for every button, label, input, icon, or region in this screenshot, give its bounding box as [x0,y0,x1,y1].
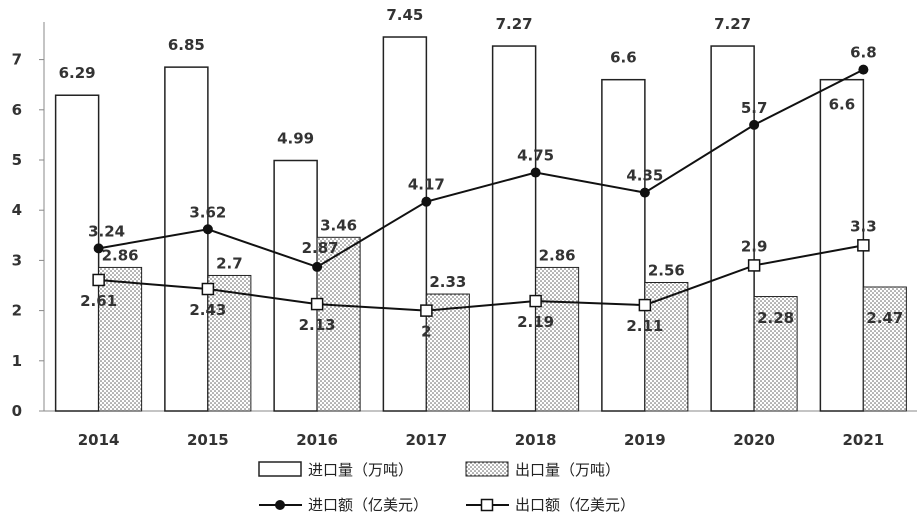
bar-export-volume [753,296,798,412]
y-tick-label: 5 [12,151,22,169]
y-tick-label: 0 [12,402,22,420]
bar-import-volume [819,78,865,412]
axes: 0 1 2 3 4 5 6 7 2014 2015 2016 2017 2018 2019 2020 2021 [12,22,917,449]
x-tick-label: 2018 [515,431,557,449]
data-label-export-volume: 2.47 [866,309,903,327]
data-label-export-value: 2.43 [189,301,226,319]
x-tick-label: 2016 [296,431,338,449]
legend-swatch-import-value-marker [275,500,285,510]
x-tick-label: 2019 [624,431,666,449]
data-label-import-volume: 6.85 [168,36,205,54]
legend-label-import-volume: 进口量（万吨） [308,461,413,479]
legend-swatch-export-volume [465,461,509,477]
point-import-value [93,243,104,254]
point-export-value [747,259,761,272]
data-label-import-volume: 6.6 [829,96,856,114]
legend: 进口量（万吨） 出口量（万吨） 进口额（亿美元） 出口额（亿美元） [258,461,635,514]
data-label-import-volume: 6.29 [59,64,96,82]
data-label-import-value: 6.8 [850,44,877,62]
legend-swatch-export-value-marker [480,498,494,512]
data-label-export-value: 2.61 [80,292,117,310]
x-tick-label: 2017 [406,431,448,449]
bar-export-volume [316,236,361,412]
bar-import-volume [491,45,537,412]
x-tick-label: 2021 [843,431,885,449]
bar-export-volume [98,266,143,412]
data-label-import-value: 2.87 [302,239,339,257]
x-tick-label: 2020 [733,431,775,449]
bar-import-volume [710,45,755,412]
legend-label-import-value: 进口额（亿美元） [308,496,428,514]
y-tick-label: 3 [12,251,22,269]
y-tick-label: 1 [12,352,22,370]
point-import-value [530,167,541,178]
point-import-value [312,261,323,272]
data-label-export-volume: 2.86 [102,246,139,264]
data-label-import-volume: 7.27 [714,15,751,33]
data-label-import-value: 4.17 [408,176,445,194]
point-export-value [420,304,433,317]
bar-import-volume [164,66,209,412]
y-tick-label: 7 [12,51,22,69]
data-label-export-value: 2.19 [517,313,554,331]
lines [92,64,870,317]
line-export-value [98,244,864,312]
bar-export-volume [862,286,907,412]
data-label-import-value: 3.62 [189,203,226,221]
data-label-export-volume: 2.86 [539,246,576,264]
data-label-export-volume: 2.7 [216,254,243,272]
point-import-value [749,119,760,130]
data-label-import-value: 4.75 [517,147,554,165]
y-tick-label: 6 [12,101,22,119]
point-export-value [201,282,215,296]
legend-swatch-import-volume [258,461,302,477]
bar-export-volume [535,266,580,412]
legend-label-export-volume: 出口量（万吨） [515,461,620,479]
x-tick-label: 2014 [78,431,120,449]
data-label-import-value: 4.35 [626,167,663,185]
data-labels: 6.29 6.85 4.99 7.45 7.27 6.6 7.27 6.6 2.86 2.7 3.4… [59,6,904,341]
data-label-import-value: 5.7 [741,99,768,117]
bar-export-volume [425,293,470,412]
bars [54,36,907,412]
data-label-export-volume: 2.28 [757,309,794,327]
bar-import-volume [601,78,646,412]
data-label-export-value: 2 [421,323,431,341]
x-tick-label: 2015 [187,431,229,449]
line-import-value [98,68,864,269]
bar-import-volume [54,94,100,412]
point-export-value [857,239,870,252]
data-label-import-volume: 6.6 [610,49,637,67]
data-label-import-volume: 7.45 [386,6,423,24]
bar-export-volume [207,274,252,412]
data-label-import-volume: 7.27 [496,15,533,33]
data-label-export-value: 2.11 [626,317,663,335]
data-label-export-volume: 3.46 [320,216,357,234]
bar-import-volume [273,159,318,412]
data-label-import-value: 3.24 [88,222,125,240]
y-tick-label: 4 [12,201,22,219]
bar-export-volume [644,281,689,412]
data-label-export-volume: 2.56 [648,261,685,279]
point-import-value [858,64,869,75]
point-import-value [421,196,432,207]
data-label-export-value: 3.3 [850,217,877,235]
point-export-value [92,273,105,287]
point-import-value [639,187,650,198]
data-label-export-value: 2.9 [741,237,768,255]
point-import-value [202,224,213,235]
legend-label-export-value: 出口额（亿美元） [515,496,635,514]
data-label-export-volume: 2.33 [429,273,466,291]
point-export-value [310,297,324,311]
point-export-value [638,298,652,312]
data-label-export-value: 2.13 [299,316,336,334]
data-label-import-volume: 4.99 [277,130,314,148]
point-export-value [529,294,542,308]
y-tick-label: 2 [12,302,22,320]
